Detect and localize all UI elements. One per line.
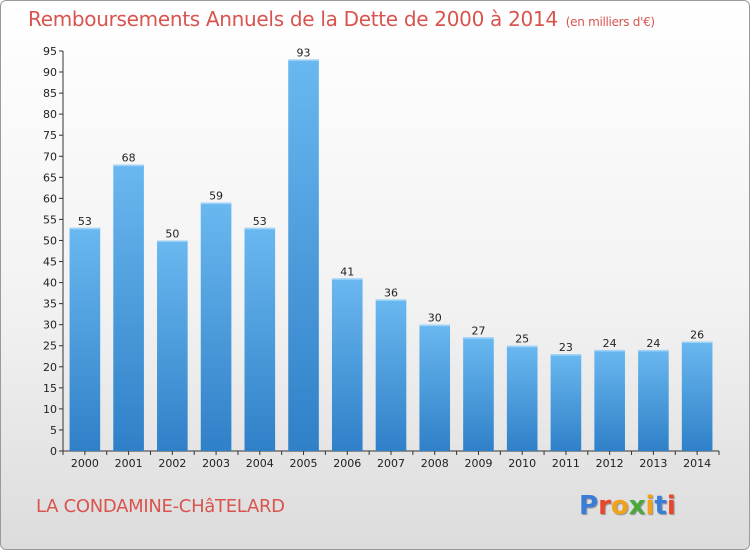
- chart-title: Remboursements Annuels de la Dette de 20…: [28, 7, 655, 31]
- x-tick-label: 2005: [290, 457, 318, 470]
- x-tick-label: 2012: [596, 457, 624, 470]
- bar: [594, 349, 625, 451]
- y-tick-label: 50: [43, 234, 57, 247]
- bar-top-highlight: [157, 240, 188, 242]
- y-tick-label: 80: [43, 108, 57, 121]
- bar: [244, 227, 276, 451]
- bar-top-highlight: [331, 278, 363, 280]
- y-tick-label: 55: [43, 213, 57, 226]
- bar-value-label: 68: [122, 152, 136, 165]
- y-tick-label: 20: [43, 361, 57, 374]
- y-tick-label: 60: [43, 192, 57, 205]
- bar: [550, 354, 582, 451]
- bar-value-label: 50: [165, 227, 179, 240]
- x-tick-label: 2001: [115, 457, 143, 470]
- city-name: LA CONDAMINE-CHâTELARD: [36, 496, 285, 517]
- x-tick-label: 2013: [639, 457, 667, 470]
- bar-top-highlight: [288, 59, 319, 61]
- chart-subtitle: (en milliers d'€): [565, 15, 655, 29]
- bar-top-highlight: [113, 164, 144, 167]
- bar-value-label: 26: [690, 329, 704, 342]
- y-tick-label: 5: [50, 424, 57, 437]
- y-tick-label: 45: [43, 256, 57, 269]
- x-tick-label: 2011: [552, 457, 580, 470]
- y-tick-label: 75: [43, 129, 57, 142]
- bar-top-highlight: [244, 227, 276, 230]
- logo-letter: r: [598, 491, 611, 521]
- y-tick-label: 15: [43, 382, 57, 395]
- bar-value-label: 30: [428, 312, 442, 325]
- logo-letter: i: [666, 491, 676, 521]
- x-tick-label: 2004: [246, 457, 274, 470]
- bar-value-label: 27: [471, 324, 485, 337]
- bar-value-label: 25: [515, 333, 529, 346]
- y-tick-label: 30: [43, 319, 57, 332]
- x-tick-label: 2007: [377, 457, 405, 470]
- y-tick-label: 95: [43, 45, 57, 58]
- x-tick-label: 2014: [683, 457, 711, 470]
- bar-top-highlight: [550, 354, 582, 356]
- logo-letter: P: [579, 491, 599, 521]
- bar: [113, 164, 144, 451]
- bar-top-highlight: [594, 349, 625, 352]
- y-tick-label: 85: [43, 87, 57, 100]
- bar-value-label: 93: [297, 46, 311, 59]
- bar-top-highlight: [419, 324, 451, 327]
- chart-title-text: Remboursements Annuels de la Dette de 20…: [28, 7, 558, 31]
- x-tick-label: 2000: [71, 457, 99, 470]
- y-tick-label: 90: [43, 66, 57, 79]
- x-tick-label: 2006: [333, 457, 361, 470]
- bar: [157, 240, 188, 451]
- bar-top-highlight: [69, 227, 101, 230]
- bar: [331, 278, 363, 451]
- logo-letter: o: [610, 491, 629, 521]
- bar-top-highlight: [463, 337, 494, 339]
- y-tick-label: 40: [43, 277, 57, 290]
- bar: [375, 299, 407, 451]
- logo-letter: x: [628, 491, 646, 521]
- bar-top-highlight: [638, 349, 669, 352]
- bar-value-label: 24: [646, 337, 660, 350]
- bar-value-label: 59: [209, 190, 223, 203]
- bar: [200, 202, 232, 451]
- bar-value-label: 53: [78, 215, 92, 228]
- bar-value-label: 41: [340, 265, 354, 278]
- x-tick-label: 2002: [158, 457, 186, 470]
- bar: [506, 345, 538, 451]
- bar: [681, 341, 713, 451]
- y-tick-label: 65: [43, 171, 57, 184]
- bar-top-highlight: [681, 341, 713, 344]
- bar-value-label: 53: [253, 215, 267, 228]
- bar-value-label: 23: [559, 341, 573, 354]
- x-tick-label: 2010: [508, 457, 536, 470]
- bar-top-highlight: [506, 345, 538, 348]
- x-tick-label: 2003: [202, 457, 230, 470]
- y-tick-label: 25: [43, 340, 57, 353]
- bar-top-highlight: [200, 202, 232, 205]
- bar: [419, 324, 451, 451]
- bar-value-label: 36: [384, 286, 398, 299]
- bar: [638, 349, 669, 451]
- bar: [463, 337, 494, 451]
- y-tick-label: 70: [43, 150, 57, 163]
- bar: [288, 59, 319, 451]
- proxiti-logo[interactable]: Proxiti: [579, 491, 676, 521]
- y-tick-label: 10: [43, 403, 57, 416]
- x-tick-label: 2008: [421, 457, 449, 470]
- logo-letter: i: [645, 491, 655, 521]
- y-tick-label: 35: [43, 298, 57, 311]
- x-tick-label: 2009: [464, 457, 492, 470]
- logo-letter: t: [654, 491, 667, 521]
- bar-top-highlight: [375, 299, 407, 301]
- y-tick-label: 0: [50, 445, 57, 458]
- bar: [69, 227, 101, 451]
- bar-value-label: 24: [603, 337, 617, 350]
